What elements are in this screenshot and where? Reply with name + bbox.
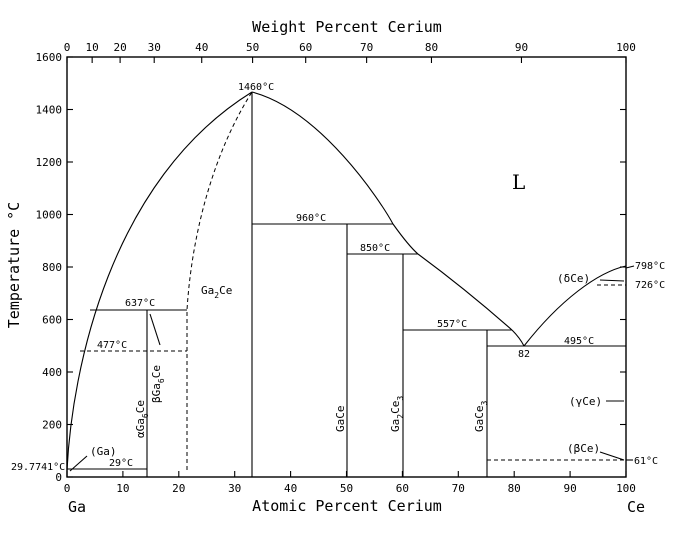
x-tick-label: 100 xyxy=(616,482,636,495)
x-tick-label: 90 xyxy=(563,482,576,495)
liquidus-ga2ce3 xyxy=(417,253,513,331)
liquidus-left xyxy=(66,91,253,471)
x-tick-label: 10 xyxy=(116,482,129,495)
y-tick-label: 1600 xyxy=(36,51,63,64)
x-tick-label: 30 xyxy=(228,482,241,495)
y-tick-label: 600 xyxy=(42,314,62,327)
top-tick-label: 80 xyxy=(425,41,438,54)
temp-798: 798°C xyxy=(635,261,665,272)
liquidus-center xyxy=(251,91,394,225)
top-tick-label: 20 xyxy=(113,41,126,54)
eutectic-composition-label: 82 xyxy=(518,349,530,360)
top-tick-label: 70 xyxy=(360,41,373,54)
temp-850: 850°C xyxy=(360,243,390,254)
temp-61: 61°C xyxy=(634,456,658,467)
y-tick-label: 1000 xyxy=(36,209,63,222)
top-tick-label: 90 xyxy=(515,41,528,54)
x-tick-label: 60 xyxy=(396,482,409,495)
temp-477: 477°C xyxy=(97,340,127,351)
top-tick-label: 60 xyxy=(299,41,312,54)
liquid-region-label: L xyxy=(512,170,525,194)
top-tick-label: 0 xyxy=(64,41,71,54)
ga2ce-label: Ga2Ce xyxy=(201,284,232,300)
x-tick-label: 20 xyxy=(172,482,185,495)
ga-arrow xyxy=(69,455,88,472)
element-ga-label: Ga xyxy=(68,498,86,516)
phase-boundaries xyxy=(66,91,635,477)
label-798-arrow xyxy=(625,265,635,269)
x-tick-label: 80 xyxy=(508,482,521,495)
bottom-axis-ticks: 0 10 20 30 40 50 60 70 80 90 100 xyxy=(64,471,636,495)
temp-29-7741: 29.7741°C xyxy=(11,462,65,473)
y-tick-label: 1200 xyxy=(36,156,63,169)
beta-ga6ce-arrow xyxy=(149,313,161,346)
y-tick-label: 1400 xyxy=(36,104,63,117)
beta-ga6ce-label: βGa6Ce xyxy=(150,365,166,403)
ga2ce-dashed-boundary xyxy=(186,91,253,470)
x-tick-label: 0 xyxy=(64,482,71,495)
beta-ce-arrow xyxy=(599,451,625,461)
gamma-ce-label: (γCe) xyxy=(569,395,602,408)
ga-solid-solution-label: (Ga) xyxy=(90,445,117,458)
left-axis-ticks: 0 200 400 600 800 1000 1200 1400 1600 xyxy=(36,51,626,484)
element-ce-label: Ce xyxy=(627,498,645,516)
ga2ce3-label: Ga2Ce3 xyxy=(389,396,405,432)
y-tick-label: 200 xyxy=(42,419,62,432)
bottom-axis-title: Atomic Percent Cerium xyxy=(252,497,442,515)
top-tick-label: 50 xyxy=(246,41,259,54)
temp-637: 637°C xyxy=(125,298,155,309)
temp-495: 495°C xyxy=(564,336,594,347)
temp-1460: 1460°C xyxy=(238,82,274,93)
x-tick-label: 40 xyxy=(284,482,297,495)
y-tick-label: 400 xyxy=(42,366,62,379)
gace3-label: GaCe3 xyxy=(473,401,489,433)
alpha-ga6ce-label: αGa6Ce xyxy=(134,400,150,438)
temp-557: 557°C xyxy=(437,319,467,330)
temp-726: 726°C xyxy=(635,280,665,291)
beta-ce-label: (βCe) xyxy=(567,442,600,455)
top-axis-title: Weight Percent Cerium xyxy=(252,18,442,36)
liquidus-ce-side xyxy=(523,265,627,347)
top-tick-label: 10 xyxy=(86,41,99,54)
liquidus-gace xyxy=(392,223,419,255)
liquidus-to-eutectic xyxy=(511,329,525,347)
x-tick-label: 70 xyxy=(452,482,465,495)
top-tick-label: 40 xyxy=(195,41,208,54)
temp-29: 29°C xyxy=(109,458,133,469)
left-axis-title: Temperature °C xyxy=(5,202,23,328)
delta-ce-arrow xyxy=(599,279,625,282)
top-tick-label: 30 xyxy=(148,41,161,54)
temp-960: 960°C xyxy=(296,213,326,224)
x-tick-label: 50 xyxy=(340,482,353,495)
top-axis-ticks: 0 10 20 30 40 50 60 70 80 90 100 xyxy=(64,41,636,63)
y-tick-label: 0 xyxy=(55,471,62,484)
delta-ce-label: (δCe) xyxy=(557,272,590,285)
y-tick-label: 800 xyxy=(42,261,62,274)
gace-label: GaCe xyxy=(334,406,347,433)
top-tick-label: 100 xyxy=(616,41,636,54)
